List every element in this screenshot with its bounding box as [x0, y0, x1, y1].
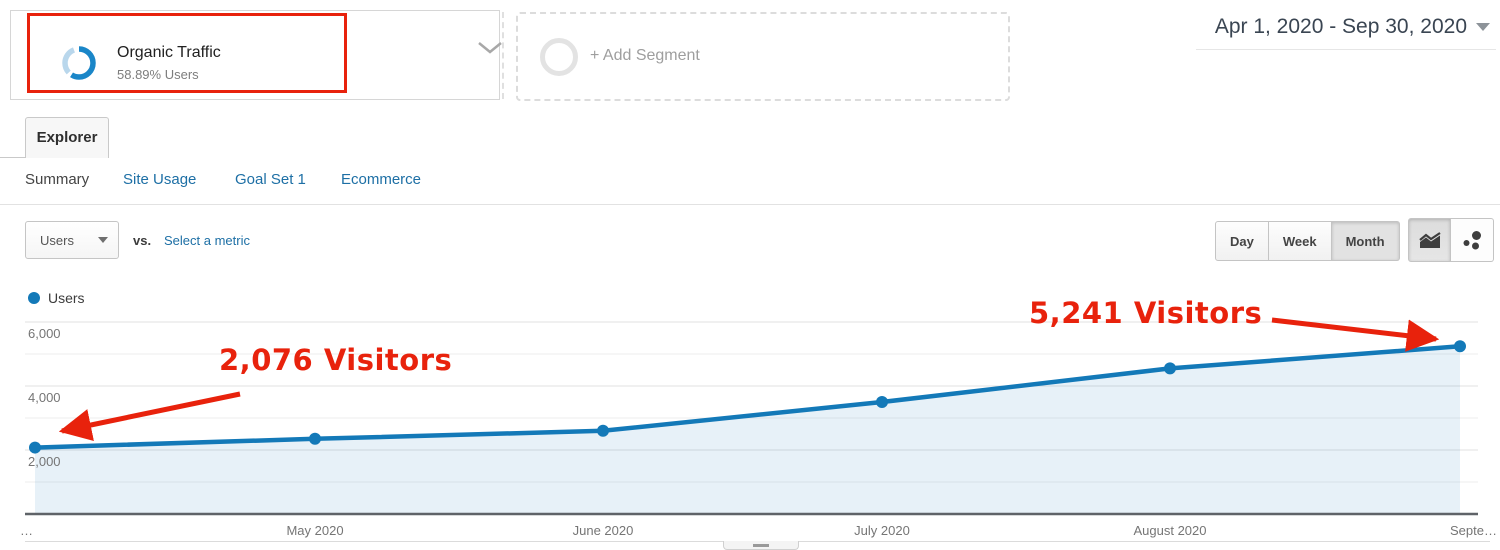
granularity-day-button[interactable]: Day [1215, 221, 1269, 261]
annotation-2076-visitors: 2,076 Visitors [219, 343, 453, 377]
x-tick-5: Septe… [1450, 523, 1497, 538]
metric-dropdown-label: Users [40, 232, 74, 248]
data-point-apr-2020[interactable] [29, 441, 41, 454]
data-point-sep-2020[interactable] [1454, 340, 1466, 353]
data-point-jun-2020[interactable] [597, 424, 609, 437]
granularity-month-button[interactable]: Month [1331, 221, 1400, 261]
motion-chart-button[interactable] [1451, 218, 1494, 262]
tab-explorer[interactable]: Explorer [25, 117, 109, 158]
x-tick-1: May 2020 [286, 523, 343, 538]
add-segment-button[interactable]: + Add Segment [516, 12, 1010, 101]
motion-chart-icon [1463, 231, 1481, 250]
select-metric-link[interactable]: Select a metric [164, 233, 250, 248]
section-divider [0, 204, 1500, 205]
y-tick-6000: 6,000 [28, 326, 61, 341]
annotation-arrow-0 [58, 391, 241, 441]
dropdown-arrow-icon [1476, 23, 1490, 31]
timeline-scrub-handle[interactable] [723, 541, 799, 550]
date-range-selector[interactable]: Apr 1, 2020 - Sep 30, 2020 [1215, 15, 1490, 39]
subtab-site-usage[interactable]: Site Usage [123, 171, 197, 188]
data-point-aug-2020[interactable] [1164, 362, 1176, 375]
segment-ring-icon [540, 38, 578, 76]
granularity-toggle: Day Week Month [1215, 221, 1400, 261]
segment-donut-icon [62, 46, 96, 80]
date-range-underline [1196, 49, 1496, 50]
legend-users-dot [28, 292, 40, 304]
caret-down-icon [98, 237, 108, 243]
x-tick-0: … [20, 523, 33, 538]
segment-title: Organic Traffic [117, 44, 221, 61]
line-chart-button[interactable] [1408, 218, 1451, 262]
tab-strip-line [0, 157, 25, 158]
x-tick-4: August 2020 [1133, 523, 1206, 538]
chevron-down-icon[interactable] [477, 41, 503, 55]
y-tick-2000: 2,000 [28, 454, 61, 469]
segment-subtitle: 58.89% Users [117, 67, 199, 82]
date-range-text: Apr 1, 2020 - Sep 30, 2020 [1214, 15, 1467, 38]
x-tick-2: June 2020 [573, 523, 634, 538]
y-tick-4000: 4,000 [28, 390, 61, 405]
x-tick-3: July 2020 [854, 523, 910, 538]
line-chart-icon [1418, 232, 1441, 248]
add-segment-label: + Add Segment [590, 47, 700, 64]
subtab-summary[interactable]: Summary [25, 171, 90, 188]
granularity-week-button[interactable]: Week [1268, 221, 1332, 261]
segment-chip-organic-traffic[interactable]: Organic Traffic 58.89% Users [10, 10, 503, 100]
legend-users-label: Users [48, 290, 85, 306]
data-point-jul-2020[interactable] [876, 396, 888, 408]
annotation-5241-visitors: 5,241 Visitors [1029, 296, 1263, 330]
chart-type-toggle [1408, 218, 1494, 262]
segment-slot-divider [502, 12, 504, 99]
data-point-may-2020[interactable] [309, 432, 321, 445]
annotation-arrow-1 [1271, 317, 1440, 352]
vs-label: vs. [133, 233, 152, 248]
subtab-ecommerce[interactable]: Ecommerce [341, 171, 422, 188]
subtab-goal-set-1[interactable]: Goal Set 1 [235, 171, 306, 188]
drag-dash-icon [753, 543, 769, 547]
metric-dropdown[interactable]: Users [25, 221, 119, 259]
